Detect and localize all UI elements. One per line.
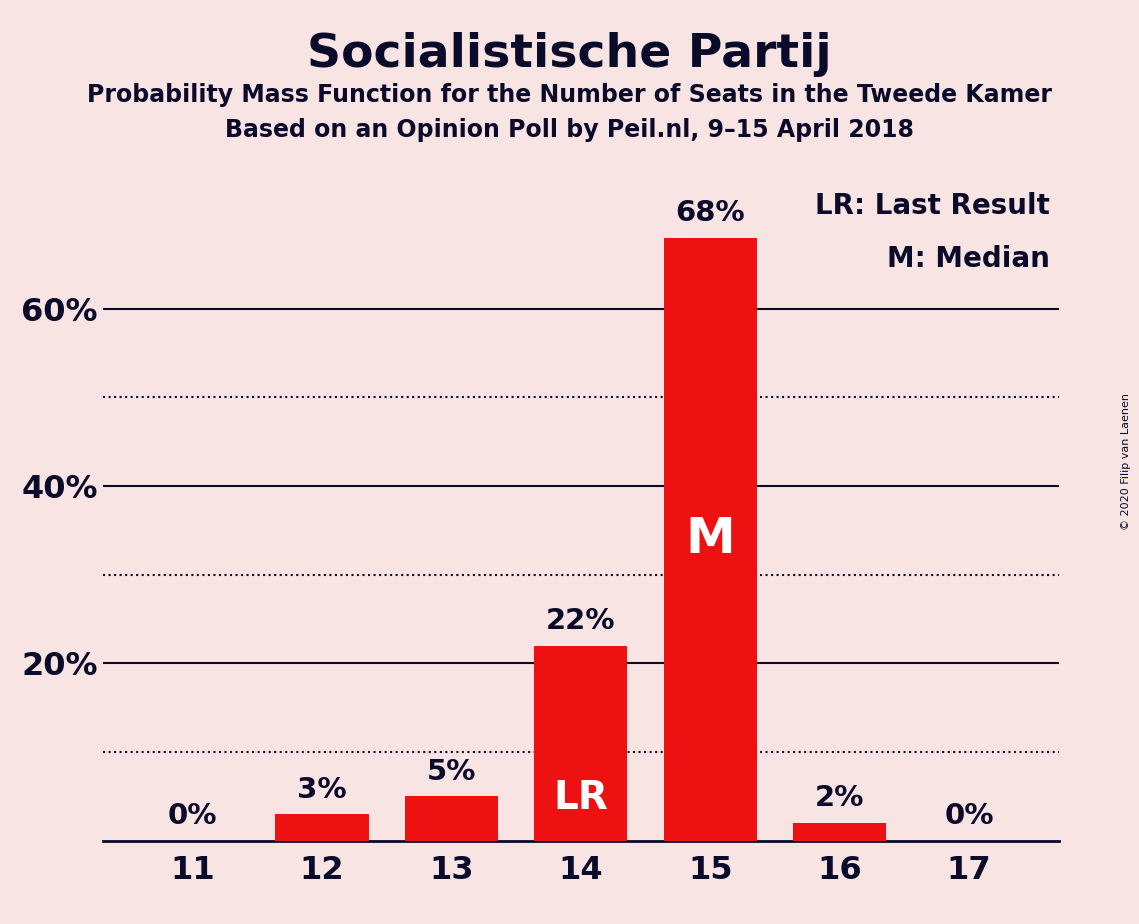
Bar [664, 237, 757, 841]
Text: 2%: 2% [816, 784, 865, 812]
Text: 0%: 0% [167, 802, 218, 830]
Text: 68%: 68% [675, 199, 745, 227]
Bar [276, 814, 369, 841]
Text: 22%: 22% [546, 607, 616, 635]
Text: Socialistische Partij: Socialistische Partij [308, 32, 831, 78]
Text: M: M [686, 516, 735, 564]
Text: Probability Mass Function for the Number of Seats in the Tweede Kamer: Probability Mass Function for the Number… [87, 83, 1052, 107]
Text: LR: LR [554, 779, 608, 817]
Text: 3%: 3% [297, 775, 347, 804]
Text: 5%: 5% [427, 758, 476, 785]
Text: LR: Last Result: LR: Last Result [814, 192, 1050, 220]
Text: Based on an Opinion Poll by Peil.nl, 9–15 April 2018: Based on an Opinion Poll by Peil.nl, 9–1… [226, 118, 913, 142]
Text: 0%: 0% [944, 802, 994, 830]
Text: M: Median: M: Median [887, 246, 1050, 274]
Text: © 2020 Filip van Laenen: © 2020 Filip van Laenen [1121, 394, 1131, 530]
Bar [534, 646, 628, 841]
Bar [793, 823, 886, 841]
Bar [404, 796, 498, 841]
